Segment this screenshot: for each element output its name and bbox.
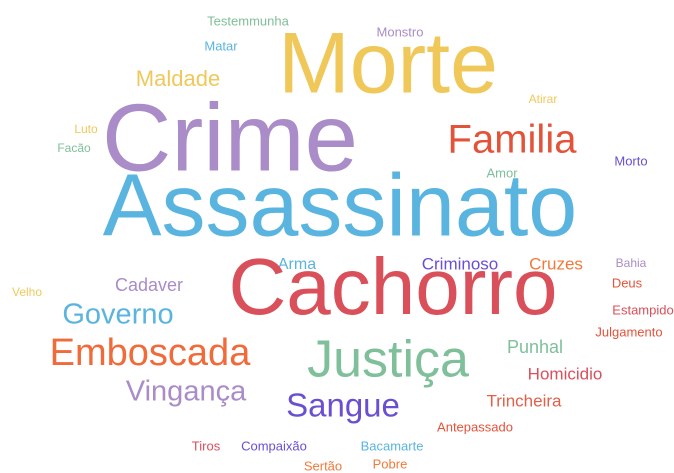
word: Atirar	[529, 92, 558, 106]
word: Deus	[612, 275, 643, 290]
word: Velho	[12, 285, 42, 299]
word: Familia	[448, 118, 578, 162]
word: Justiça	[307, 331, 469, 389]
word: Homicidio	[528, 364, 603, 383]
word: Morto	[614, 153, 647, 168]
word: Vingança	[126, 376, 247, 408]
word: Facão	[57, 141, 91, 155]
word: Governo	[62, 299, 173, 331]
word: Estampido	[612, 302, 673, 317]
word: Crime	[102, 84, 358, 191]
word: Julgamento	[595, 324, 662, 339]
word: Cadaver	[115, 275, 183, 295]
word: Matar	[204, 38, 238, 53]
word: Luto	[74, 122, 98, 136]
word: Bahia	[616, 256, 647, 270]
word: Sangue	[286, 387, 400, 424]
word: Assassinato	[103, 155, 577, 254]
word: Tiros	[192, 438, 221, 453]
word: Amor	[486, 165, 518, 180]
word: Maldade	[136, 66, 220, 91]
word: Antepassado	[437, 419, 513, 434]
word: Pobre	[373, 456, 408, 471]
word: Bacamarte	[361, 438, 424, 453]
word: Testemmunha	[207, 13, 289, 28]
word: Trincheira	[487, 391, 562, 410]
word: Compaixão	[241, 438, 307, 453]
word: Arma	[278, 256, 316, 273]
word: Cachorro	[228, 242, 557, 331]
word: Cruzes	[529, 254, 583, 273]
word: Criminoso	[422, 254, 499, 273]
word: Sertão	[304, 458, 342, 473]
word: Morte	[278, 16, 498, 112]
word: Monstro	[377, 24, 424, 39]
word: Punhal	[507, 337, 563, 357]
word: Emboscada	[50, 332, 252, 374]
